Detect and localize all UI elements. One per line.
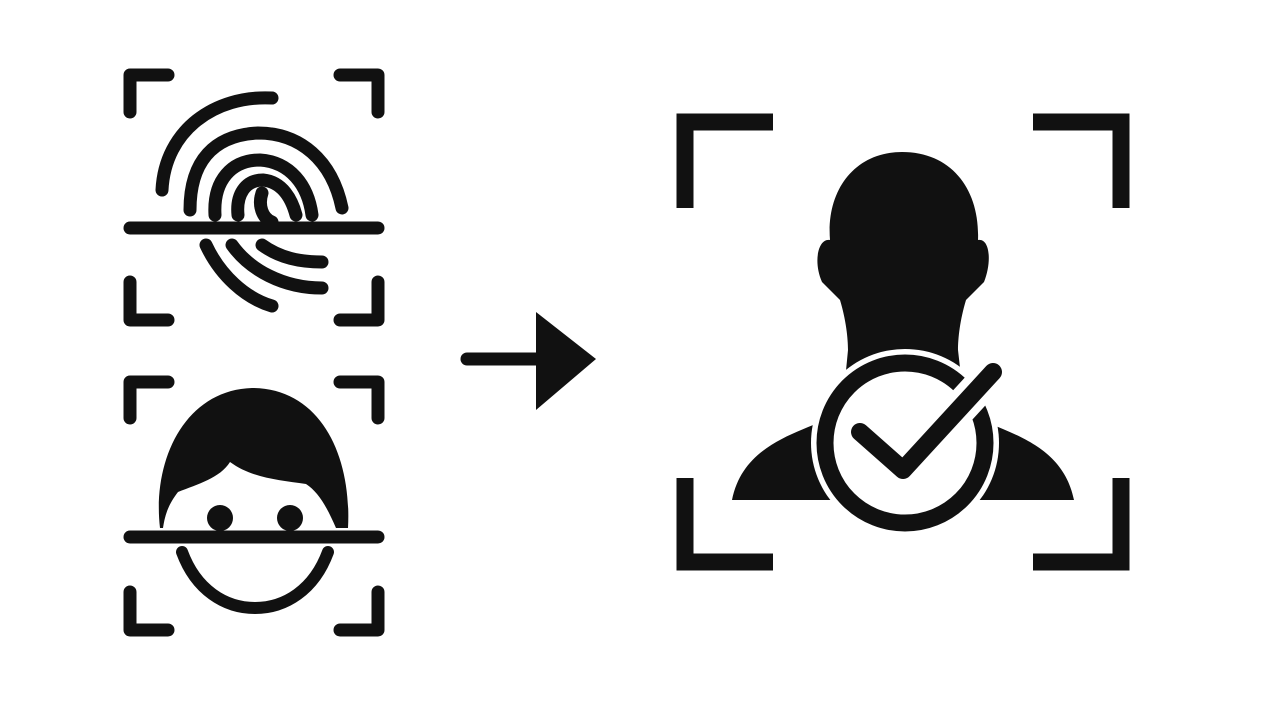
scan-frame-corners [123, 375, 385, 637]
person-silhouette [732, 152, 1074, 500]
scan-frame-corners [123, 68, 385, 327]
verified-user-icon [676, 113, 1130, 571]
scan-frame-corners [676, 113, 1130, 571]
arrow-right-icon [460, 312, 596, 410]
face-outline [176, 546, 334, 615]
eye-left [207, 505, 233, 531]
fingerprint-scan-icon [123, 68, 385, 327]
hair-shape [158, 388, 349, 528]
checkmark-icon [851, 363, 1002, 479]
eye-right [277, 505, 303, 531]
face-scan-icon [123, 375, 385, 637]
fingerprint-ridges [155, 91, 349, 313]
